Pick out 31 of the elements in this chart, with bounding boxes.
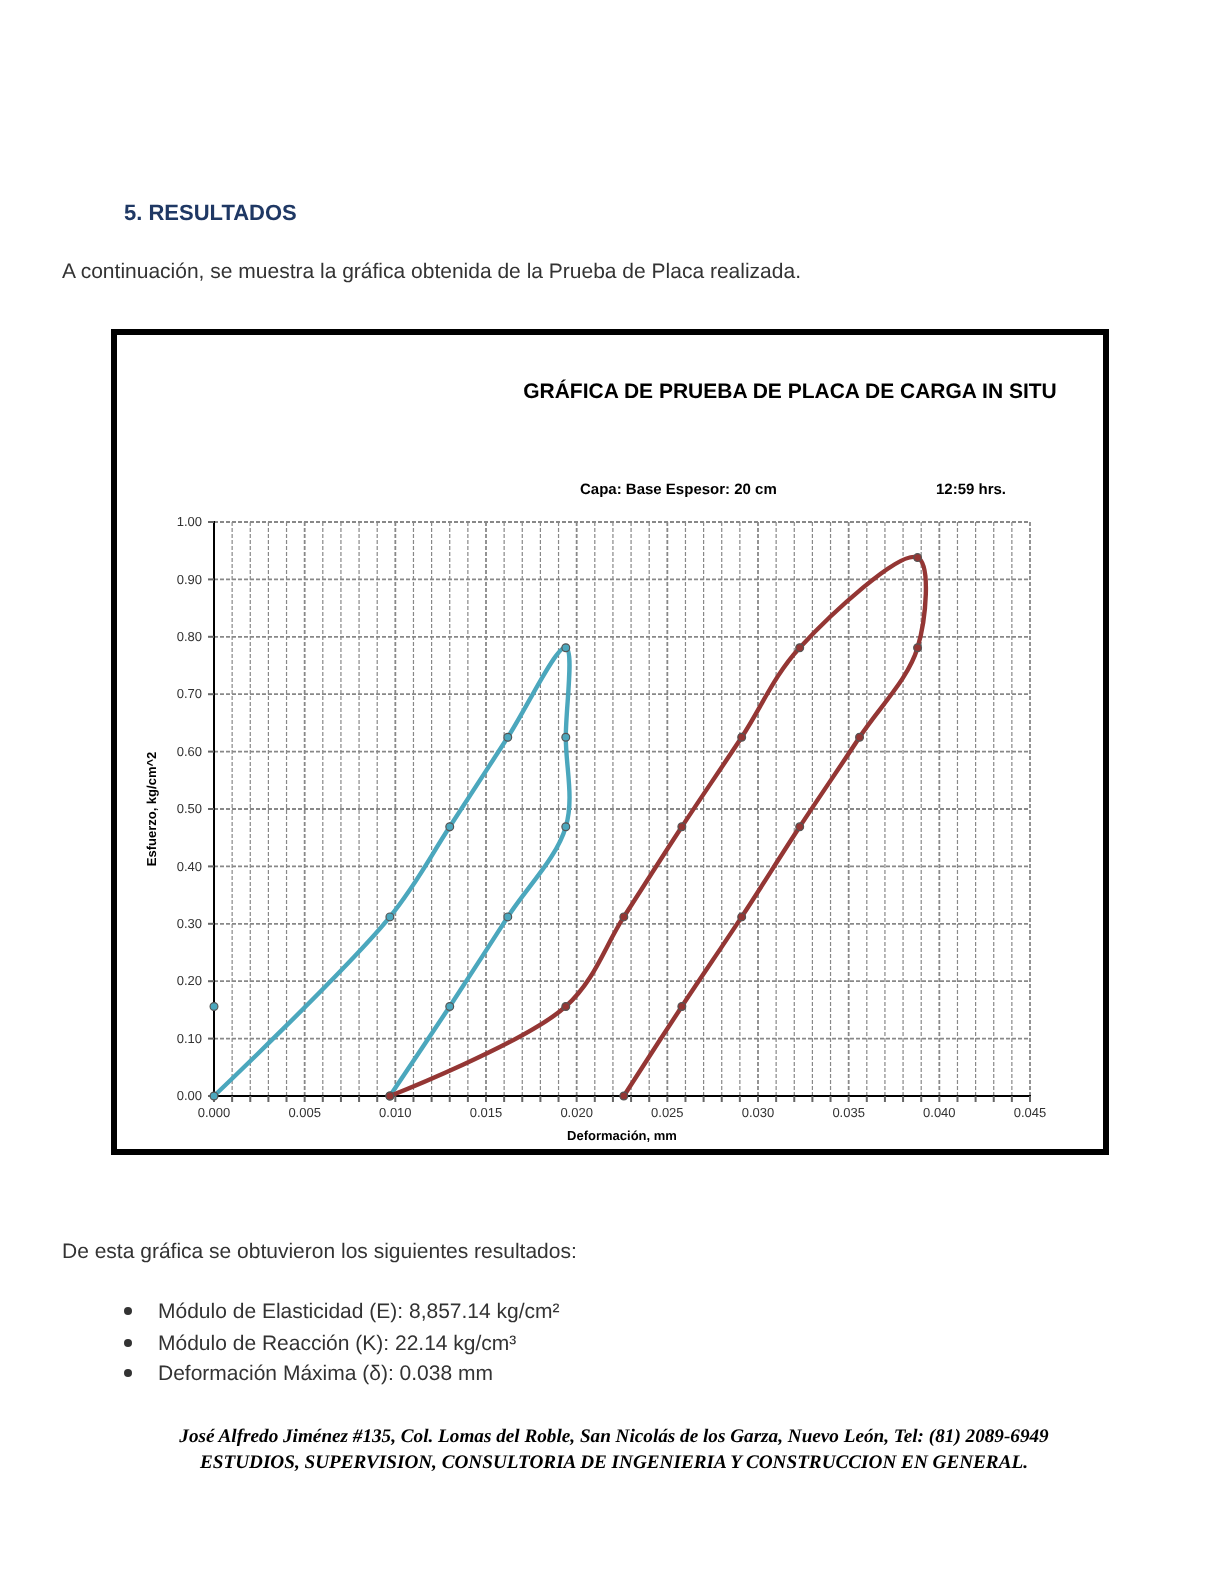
- text: José Alfredo Jiménez #135, Col. Lomas del Roble, San Nicolás de los Garza, Nuevo León, Tel: (81) 2089-6949: [177, 1426, 1050, 1448]
- text: Módulo de Elasticidad (E): 8,857.14 kg/cm²: [158, 1300, 561, 1324]
- point: [209, 1001, 219, 1011]
- point: [561, 822, 571, 832]
- point: [619, 1091, 629, 1101]
- point: [795, 643, 805, 653]
- point: [385, 912, 395, 922]
- text: De esta gráfica se obtuvieron los siguientes resultados:: [62, 1240, 577, 1264]
- text: Módulo de Reacción (K): 22.14 kg/cm³: [158, 1332, 518, 1356]
- point: [913, 643, 923, 653]
- point: [503, 732, 513, 742]
- point: [677, 822, 687, 832]
- chart-title: GRÁFICA DE PRUEBA DE PLACA DE CARGA IN SITU: [523, 378, 1057, 404]
- point: [561, 643, 571, 653]
- text: 5. RESULTADOS: [124, 202, 297, 226]
- point: [619, 912, 629, 922]
- point: [445, 1001, 455, 1011]
- point: [445, 822, 455, 832]
- text: ESTUDIOS, SUPERVISION, CONSULTORIA DE INGENIERIA Y CONSTRUCCION EN GENERAL.: [198, 1452, 1028, 1474]
- point: [561, 1001, 571, 1011]
- point: [855, 732, 865, 742]
- line-series: [209, 643, 572, 1101]
- point: [795, 822, 805, 832]
- text: A continuación, se muestra la gráfica obtenida de la Prueba de Placa realizada.: [62, 260, 801, 284]
- text: Deformación Máxima (δ): 0.038 mm: [158, 1362, 494, 1386]
- point: [913, 553, 923, 563]
- point: [561, 732, 571, 742]
- point: [677, 1001, 687, 1011]
- point: [737, 732, 747, 742]
- point: [737, 912, 747, 922]
- point: [503, 912, 513, 922]
